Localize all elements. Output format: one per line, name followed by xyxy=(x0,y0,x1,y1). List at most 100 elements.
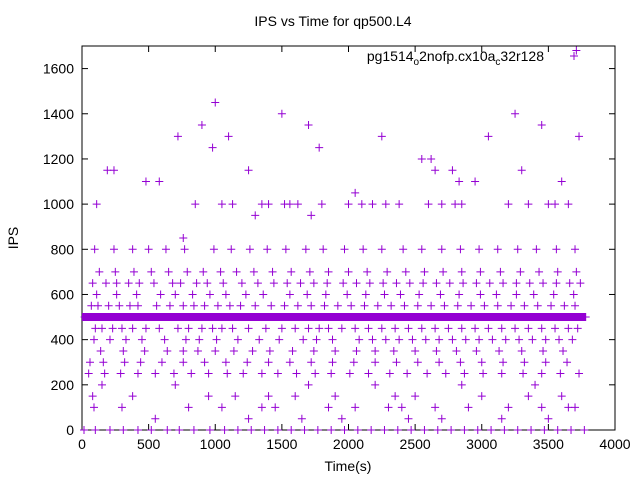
data-point xyxy=(457,200,466,209)
data-point xyxy=(91,426,100,434)
data-point xyxy=(484,324,493,333)
data-point xyxy=(128,392,137,401)
y-tick-label: 1200 xyxy=(43,151,74,167)
data-point xyxy=(209,245,218,254)
data-point xyxy=(377,245,386,254)
data-point xyxy=(269,279,278,288)
x-tick-label: 3500 xyxy=(533,436,564,452)
data-point xyxy=(147,426,156,434)
data-point xyxy=(217,324,226,333)
data-point xyxy=(105,426,114,434)
data-point xyxy=(224,132,233,141)
data-point xyxy=(396,290,405,299)
data-point xyxy=(573,324,582,333)
data-point xyxy=(516,267,525,276)
data-point xyxy=(304,121,313,130)
data-point xyxy=(115,301,124,310)
y-tick-label: 1400 xyxy=(43,106,74,122)
data-point xyxy=(407,426,416,434)
data-point xyxy=(229,346,238,355)
data-point xyxy=(420,267,429,276)
data-point xyxy=(263,245,272,254)
data-point xyxy=(292,369,301,378)
data-point xyxy=(524,200,533,209)
y-tick-label: 0 xyxy=(66,422,74,438)
data-point xyxy=(141,324,150,333)
legend-label: pg1514o2nofp.cx10ac32r128 xyxy=(367,48,544,68)
data-point xyxy=(391,324,400,333)
data-point xyxy=(427,154,436,163)
data-point xyxy=(437,200,446,209)
data-point xyxy=(111,267,120,276)
data-point xyxy=(133,301,142,310)
data-point xyxy=(184,403,193,412)
data-point xyxy=(93,301,102,310)
data-point xyxy=(349,358,358,367)
data-point xyxy=(179,234,188,242)
data-point xyxy=(452,346,461,355)
data-point xyxy=(559,346,568,355)
data-point xyxy=(511,109,520,118)
y-tick-label: 1600 xyxy=(43,61,74,77)
data-point xyxy=(476,267,485,276)
data-point xyxy=(540,426,549,434)
data-point xyxy=(475,335,484,344)
data-point xyxy=(304,324,313,333)
y-tick-label: 400 xyxy=(51,332,75,348)
data-point xyxy=(125,301,134,310)
data-point xyxy=(420,426,429,434)
data-point xyxy=(404,324,413,333)
data-point xyxy=(553,426,562,434)
data-point xyxy=(539,279,548,288)
data-point xyxy=(280,301,289,310)
data-point xyxy=(417,324,426,333)
data-point xyxy=(520,301,529,310)
data-point xyxy=(79,426,88,434)
data-point xyxy=(571,301,580,310)
data-point xyxy=(461,335,470,344)
data-point xyxy=(517,166,526,175)
data-point xyxy=(253,279,262,288)
data-point xyxy=(380,426,389,434)
data-point xyxy=(277,109,286,118)
data-point xyxy=(504,403,513,412)
data-point xyxy=(152,301,161,310)
data-point xyxy=(120,358,129,367)
data-point xyxy=(457,380,466,389)
y-axis-label: IPS xyxy=(5,227,21,250)
data-point xyxy=(547,301,556,310)
data-point xyxy=(493,245,502,254)
data-point xyxy=(471,177,480,186)
data-point xyxy=(97,380,106,389)
data-point xyxy=(557,392,566,401)
data-point xyxy=(181,335,190,344)
chart-title: IPS vs Time for qp500.L4 xyxy=(254,13,411,29)
data-point xyxy=(128,324,137,333)
data-point xyxy=(436,290,445,299)
data-point xyxy=(189,301,198,310)
data-point xyxy=(89,403,98,412)
data-point xyxy=(351,188,360,197)
data-point xyxy=(557,177,566,186)
data-point xyxy=(571,245,580,254)
data-point xyxy=(363,267,372,276)
data-point xyxy=(151,414,160,423)
data-point xyxy=(296,279,305,288)
data-point xyxy=(236,301,245,310)
data-point xyxy=(183,267,192,276)
data-point xyxy=(532,245,541,254)
data-point xyxy=(179,346,188,355)
data-point xyxy=(549,290,558,299)
data-point xyxy=(217,403,226,412)
data-point xyxy=(156,290,165,299)
data-point xyxy=(371,346,380,355)
data-point xyxy=(132,290,141,299)
data-point xyxy=(565,279,574,288)
data-point xyxy=(101,279,110,288)
data-point xyxy=(524,324,533,333)
data-point xyxy=(337,324,346,333)
data-point xyxy=(173,132,182,141)
data-point xyxy=(243,358,252,367)
data-point xyxy=(507,301,516,310)
data-point xyxy=(163,426,172,434)
